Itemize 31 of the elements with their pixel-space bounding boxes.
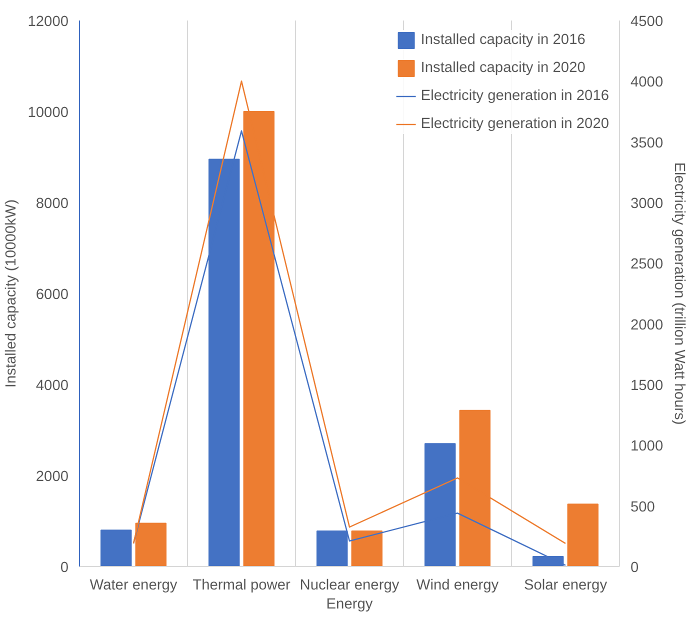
legend-label: Installed capacity in 2020 [420,60,586,76]
x-tick-label: Wind energy [416,578,500,594]
legend-label: Installed capacity in 2016 [420,32,586,48]
y2-tick-label: 4500 [630,14,664,30]
bar [567,504,599,566]
y2-tick-label: 500 [630,499,655,516]
y2-tick-label: 1500 [630,378,664,394]
x-tick-label: Thermal power [192,578,290,594]
x-tick-label: Water energy [90,578,178,594]
y2-tick-label: 3500 [630,135,664,152]
y-tick-label: 0 [60,560,69,576]
x-tick-label: Nuclear energy Energy [300,578,400,613]
y2-axis-title: Electricity generation (trillion Watt hours) [671,162,688,425]
y2-tick-label: 4000 [630,74,664,91]
y2-tick-label: 0 [630,560,639,576]
y-tick-label: 8000 [36,196,69,212]
legend-label: Electricity generation in 2020 [420,116,609,132]
y-tick-label: 10000 [28,105,69,121]
bar [100,530,132,566]
y2-tick-label: 3000 [630,196,664,212]
bar [351,530,383,566]
y2-tick-label: 1000 [630,438,664,455]
y-axis-title: Installed capacity (10000kW) [4,199,20,388]
x-tick-label: Solar energy [524,578,608,594]
y-tick-label: 6000 [36,287,69,303]
legend-label: Electricity generation in 2016 [420,88,609,104]
y2-tick-label: 2500 [630,256,664,273]
y-tick-label: 12000 [28,14,69,30]
y-tick-label: 2000 [36,469,69,485]
y2-tick-label: 2000 [630,317,664,334]
y-tick-label: 4000 [36,378,69,394]
